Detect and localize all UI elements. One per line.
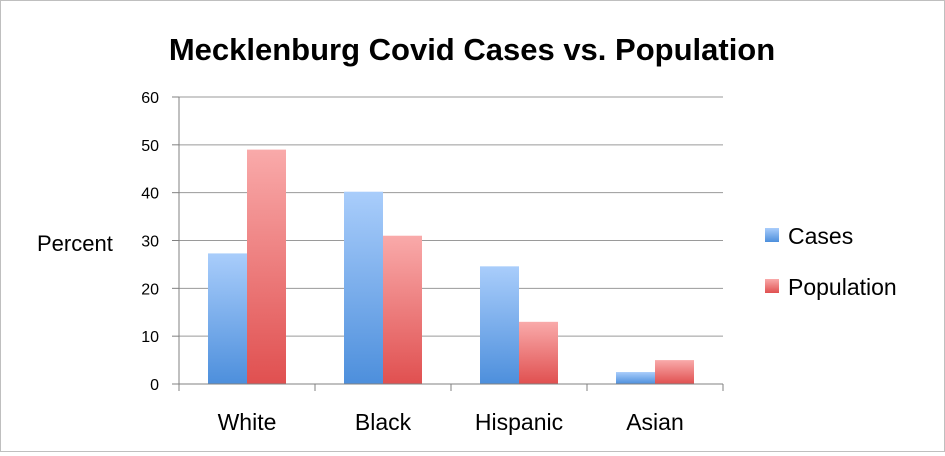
bar-population-black — [383, 235, 422, 384]
x-tick-label-hispanic: Hispanic — [475, 409, 563, 435]
bar-population-hispanic — [519, 321, 558, 384]
legend-swatch-population — [765, 279, 779, 293]
legend: Cases Population — [765, 223, 897, 300]
bars — [208, 149, 694, 384]
axes: 0 10 20 30 40 50 60 White Black Hispanic Asian — [141, 90, 724, 435]
y-tick-label-30: 30 — [141, 234, 159, 251]
legend-label-cases: Cases — [788, 223, 853, 249]
y-tick-label-60: 60 — [141, 90, 159, 107]
y-tick-label-20: 20 — [141, 281, 159, 298]
y-axis-label: Percent — [37, 231, 113, 256]
y-tick-label-0: 0 — [150, 377, 159, 394]
legend-label-population: Population — [788, 274, 897, 300]
bar-population-white — [247, 149, 286, 384]
bar-cases-black — [344, 191, 383, 384]
x-tick-label-white: White — [218, 409, 277, 435]
y-tick-label-50: 50 — [141, 138, 159, 155]
y-tick-label-40: 40 — [141, 186, 159, 203]
bar-cases-white — [208, 253, 247, 384]
bar-cases-hispanic — [480, 266, 519, 384]
x-tick-label-asian: Asian — [626, 409, 684, 435]
y-tick-label-10: 10 — [141, 329, 159, 346]
x-tick-label-black: Black — [355, 409, 412, 435]
legend-swatch-cases — [765, 228, 779, 242]
bar-cases-asian — [616, 372, 655, 384]
chart-title: Mecklenburg Covid Cases vs. Population — [169, 32, 775, 67]
bar-population-asian — [655, 360, 694, 384]
